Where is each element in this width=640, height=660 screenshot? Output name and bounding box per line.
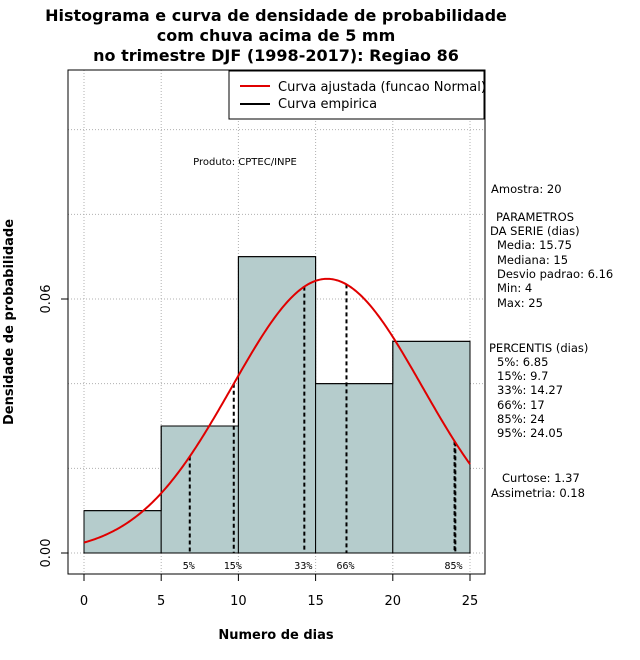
fitted-curve [83, 277, 471, 544]
x-tick-label: 5 [157, 594, 165, 609]
param-min: Min: 4 [497, 281, 532, 295]
y-axis-title: Densidade de probabilidade [2, 219, 17, 425]
y-axis: 0.00 0.06 [39, 285, 69, 568]
chart-title-line-2: com chuva acima de 5 mm [157, 26, 396, 45]
legend: Curva ajustada (funcao Normal) Curva emp… [228, 70, 486, 120]
percentil-85: 85%: 24 [497, 412, 545, 426]
assimetria: Assimetria: 0.18 [491, 486, 585, 500]
percentis-heading: PERCENTIS (dias) [489, 341, 588, 355]
percentile-label-5: 5% [183, 561, 195, 572]
legend-box [228, 70, 485, 120]
curtose: Curtose: 1.37 [502, 471, 580, 485]
percentil-66: 66%: 17 [497, 398, 545, 412]
percentile-label-15: 15% [224, 561, 242, 572]
percentile-label-33: 33% [294, 561, 312, 572]
product-label: Produto: CPTEC/INPE [193, 157, 297, 168]
chart-title-line-3: no trimestre DJF (1998-2017): Regiao 86 [93, 46, 459, 65]
x-tick-label: 0 [80, 594, 88, 609]
param-mediana: Mediana: 15 [497, 253, 568, 267]
percentil-33: 33%: 14.27 [497, 383, 563, 397]
histogram-bar [315, 383, 394, 554]
empirical-curve [84, 256, 470, 512]
x-tick-label: 25 [462, 594, 479, 609]
percentil-15: 15%: 9.7 [497, 369, 548, 383]
histogram-bar [83, 510, 162, 554]
param-max: Max: 25 [497, 296, 543, 310]
percentile-label-66: 66% [336, 561, 354, 572]
percentil-95: 95%: 24.05 [497, 426, 563, 440]
x-tick-label: 20 [385, 594, 402, 609]
params-heading: PARAMETROS [496, 210, 574, 224]
legend-empirical-label: Curva empirica [278, 97, 377, 112]
legend-fit-label: Curva ajustada (funcao Normal) [278, 80, 486, 95]
histogram-bar [392, 340, 471, 554]
percentile-lines: 5% 15% 33% 66% 85% [183, 284, 463, 572]
percentil-5: 5%: 6.85 [497, 355, 548, 369]
fitted-curve-line [83, 277, 471, 544]
percentile-label-85: 85% [445, 561, 463, 572]
params-subheading: DA SERIE (dias) [490, 224, 580, 238]
chart-title-line-1: Histograma e curva de densidade de proba… [45, 6, 507, 25]
statistics-panel: Amostra: 20 PARAMETROS DA SERIE (dias) M… [489, 182, 613, 500]
x-tick-label: 10 [230, 594, 247, 609]
x-axis-title: Numero de dias [218, 628, 334, 643]
x-axis: 0 5 10 15 20 25 [80, 573, 479, 609]
histogram-bars [83, 256, 471, 554]
sample-size: Amostra: 20 [491, 182, 562, 196]
x-tick-label: 15 [307, 594, 324, 609]
y-tick-label: 0.00 [39, 539, 54, 568]
y-tick-label: 0.06 [39, 285, 54, 314]
empirical-curve-line [84, 256, 470, 512]
histogram-bar [160, 425, 239, 554]
param-media: Media: 15.75 [497, 238, 572, 252]
param-desvio: Desvio padrao: 6.16 [497, 267, 613, 281]
